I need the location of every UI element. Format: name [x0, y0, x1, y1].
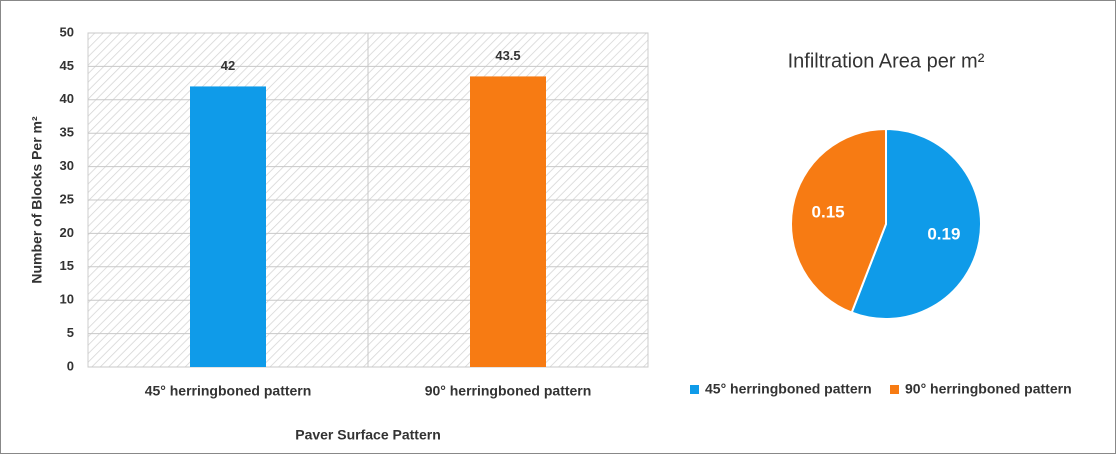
bar [470, 76, 546, 368]
y-tick-label: 20 [60, 225, 74, 240]
pie-slice [790, 127, 887, 314]
x-axis-label: Paver Surface Pattern [295, 427, 441, 443]
pie-slice [850, 127, 982, 320]
y-tick-label: 45 [60, 58, 74, 73]
legend-label: 45° herringboned pattern [705, 381, 872, 397]
y-axis-label: Number of Blocks Per m² [29, 116, 45, 284]
y-tick-label: 15 [60, 258, 74, 273]
legend-label: 90° herringboned pattern [905, 381, 1072, 397]
y-tick-label: 10 [60, 292, 74, 307]
bar [190, 86, 266, 367]
pie-title: Infiltration Area per m² [788, 50, 985, 72]
x-tick-label: 45° herringboned pattern [145, 383, 312, 399]
y-tick-label: 50 [60, 24, 74, 39]
data-label: 0.15 [812, 203, 845, 222]
legend-swatch [890, 385, 899, 394]
data-label: 0.19 [927, 224, 960, 243]
y-tick-label: 5 [67, 325, 74, 340]
y-tick-label: 30 [60, 158, 74, 173]
y-tick-label: 25 [60, 191, 74, 206]
y-tick-label: 0 [67, 358, 74, 373]
y-tick-label: 40 [60, 91, 74, 106]
x-tick-label: 90° herringboned pattern [425, 383, 592, 399]
legend-swatch [690, 385, 699, 394]
data-label: 43.5 [495, 48, 520, 63]
data-label: 42 [221, 58, 235, 73]
y-tick-label: 35 [60, 125, 74, 140]
